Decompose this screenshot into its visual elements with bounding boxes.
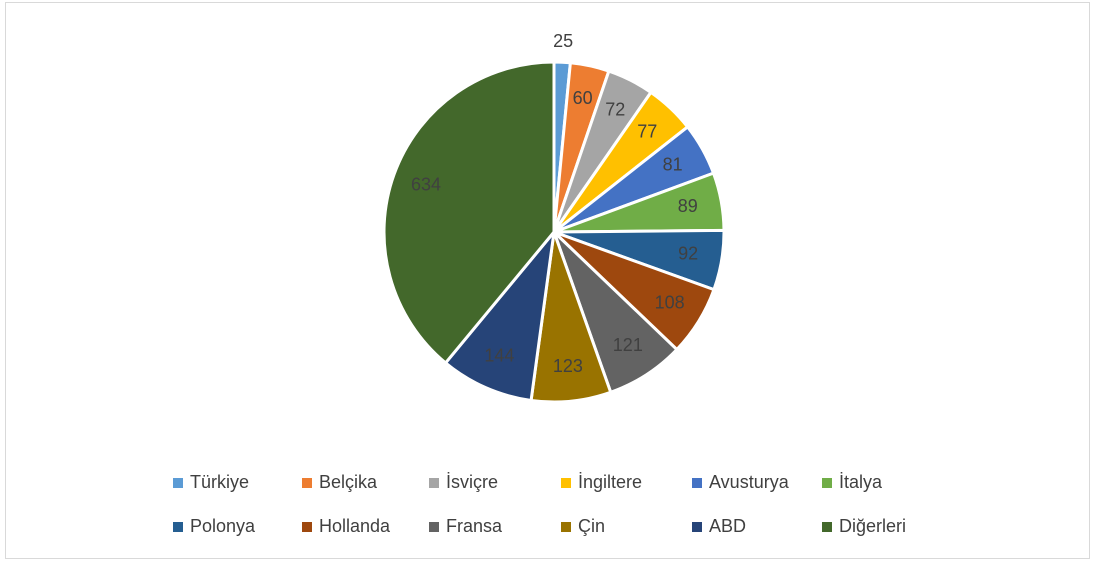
legend-marker [561,478,571,488]
data-label: 60 [573,88,593,108]
data-label: 144 [484,345,514,365]
legend-label: Belçika [319,472,378,492]
legend-label: Polonya [190,516,256,536]
legend-marker [173,478,183,488]
legend-marker [429,522,439,532]
legend-label: İsviçre [446,472,498,492]
legend-marker [302,522,312,532]
data-label: 77 [637,122,657,142]
data-label: 92 [678,244,698,264]
data-label: 72 [605,99,625,119]
data-label: 123 [553,356,583,376]
legend-marker [302,478,312,488]
legend-label: Türkiye [190,472,249,492]
legend-label: ABD [709,516,746,536]
legend-marker [429,478,439,488]
legend-label: Çin [578,516,605,536]
data-label: 121 [613,335,643,355]
legend-label: Avusturya [709,472,790,492]
legend-marker [561,522,571,532]
legend-label: Fransa [446,516,503,536]
legend-label: Diğerleri [839,516,906,536]
legend-marker [692,478,702,488]
legend-label: İngiltere [578,472,642,492]
legend-marker [822,478,832,488]
legend-marker [822,522,832,532]
data-label: 89 [678,196,698,216]
data-label: 108 [655,292,685,312]
legend-marker [173,522,183,532]
data-label: 81 [663,154,683,174]
pie-slice [382,60,556,366]
legend-label: İtalya [839,472,883,492]
legend-marker [692,522,702,532]
data-label: 25 [553,31,573,51]
pie-slice [443,226,557,403]
data-label: 634 [411,175,441,195]
legend-label: Hollanda [319,516,391,536]
